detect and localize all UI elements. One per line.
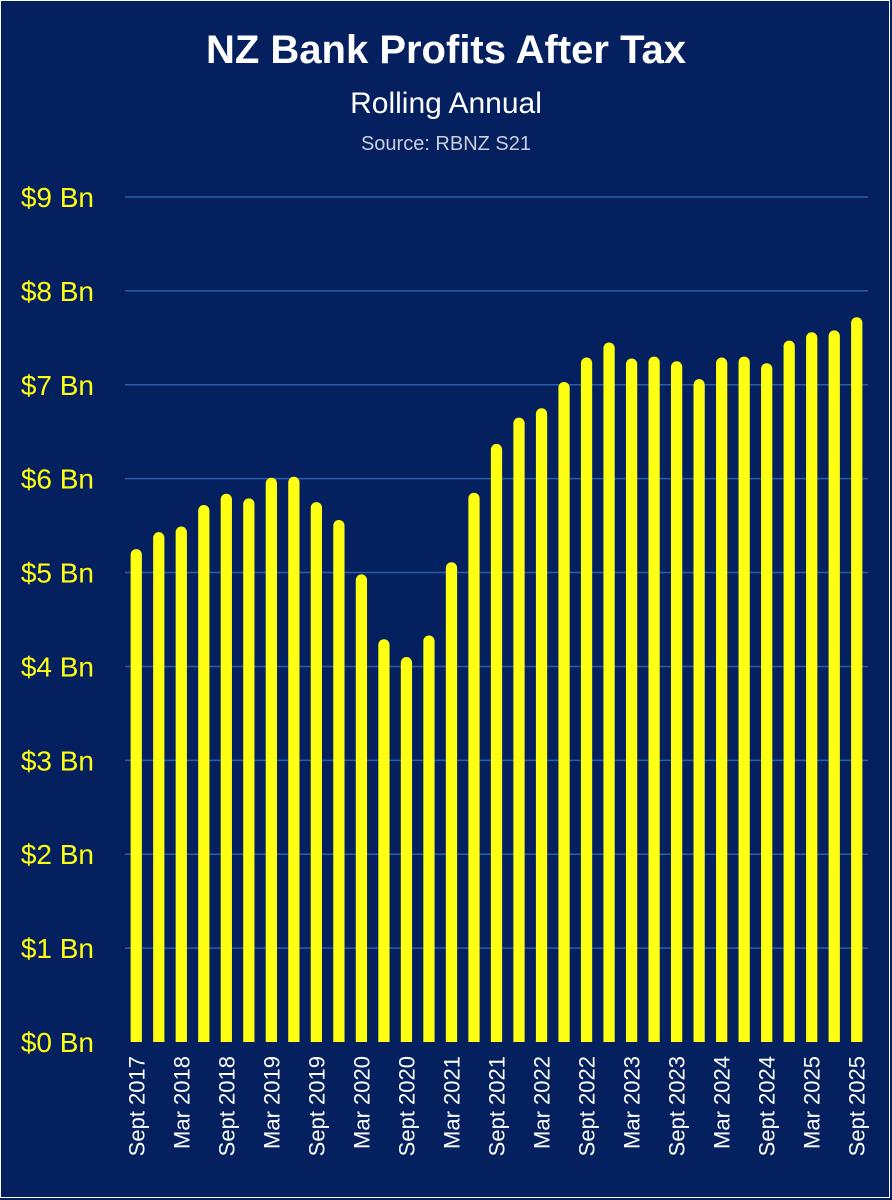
bar xyxy=(828,330,840,1042)
bar xyxy=(783,340,795,1042)
x-tick-label: Sept 2025 xyxy=(845,1056,870,1156)
x-tick-label: Sept 2021 xyxy=(485,1056,510,1156)
bar xyxy=(535,408,548,1042)
bar xyxy=(468,492,480,1042)
bar xyxy=(378,639,390,1042)
x-tick-label: Sept 2023 xyxy=(665,1056,690,1156)
chart-subtitle: Rolling Annual xyxy=(350,87,542,120)
x-tick-label: Mar 2020 xyxy=(349,1056,374,1149)
bar xyxy=(513,417,525,1042)
x-tick-label: Sept 2019 xyxy=(304,1056,329,1156)
x-tick-label: Sept 2018 xyxy=(214,1056,239,1156)
y-tick-label: $0 Bn xyxy=(21,1027,94,1058)
x-axis-ticks: Sept 2017 Mar 2018 Sept 2018 Mar 2019 Sept 2… xyxy=(124,1056,869,1156)
chart-title: NZ Bank Profits After Tax xyxy=(205,28,687,72)
bar xyxy=(310,502,323,1042)
y-tick-label: $4 Bn xyxy=(21,651,94,682)
x-tick-label: Sept 2020 xyxy=(394,1056,419,1156)
x-tick-label: Mar 2023 xyxy=(620,1056,645,1149)
bar xyxy=(198,504,210,1042)
y-tick-label: $5 Bn xyxy=(21,558,94,589)
bar xyxy=(851,317,863,1042)
bar xyxy=(445,562,458,1042)
bar xyxy=(220,493,232,1042)
bar xyxy=(761,363,773,1042)
bar xyxy=(423,635,435,1042)
bar xyxy=(693,379,705,1042)
bar xyxy=(288,476,300,1042)
bar xyxy=(648,356,660,1043)
bar xyxy=(130,549,142,1042)
y-tick-label: $6 Bn xyxy=(21,464,94,495)
bar xyxy=(625,358,638,1042)
bar xyxy=(355,574,368,1042)
y-tick-label: $7 Bn xyxy=(21,370,94,401)
bar xyxy=(716,357,728,1042)
y-tick-label: $1 Bn xyxy=(21,933,94,964)
bars xyxy=(130,317,863,1043)
bar xyxy=(738,356,750,1043)
bar xyxy=(265,477,277,1043)
bar xyxy=(806,332,818,1042)
bar xyxy=(243,498,255,1043)
chart-source: Source: RBNZ S21 xyxy=(360,133,532,155)
x-tick-label: Mar 2024 xyxy=(710,1056,735,1149)
bar xyxy=(580,357,593,1042)
bar xyxy=(333,519,345,1042)
x-tick-label: Mar 2025 xyxy=(800,1056,825,1149)
y-tick-label: $8 Bn xyxy=(21,276,94,307)
x-tick-label: Mar 2018 xyxy=(169,1056,194,1149)
bar xyxy=(153,532,165,1042)
y-tick-label: $3 Bn xyxy=(21,745,94,776)
bar xyxy=(400,657,413,1042)
x-tick-label: Sept 2024 xyxy=(755,1056,780,1156)
y-tick-label: $9 Bn xyxy=(21,182,94,213)
x-tick-label: Mar 2019 xyxy=(259,1056,284,1149)
y-tick-label: $2 Bn xyxy=(21,839,94,870)
bar xyxy=(558,381,570,1042)
bar xyxy=(490,443,503,1042)
x-tick-label: Sept 2017 xyxy=(124,1056,149,1156)
x-tick-label: Mar 2022 xyxy=(530,1056,555,1149)
x-tick-label: Sept 2022 xyxy=(575,1056,600,1156)
bar xyxy=(175,526,187,1042)
bar xyxy=(603,342,615,1042)
bar xyxy=(670,361,683,1043)
y-axis-ticks: $0 Bn $1 Bn $2 Bn $3 Bn $4 Bn $5 Bn $6 Bn $7 Bn… xyxy=(21,182,94,1058)
x-tick-label: Mar 2021 xyxy=(439,1056,464,1149)
